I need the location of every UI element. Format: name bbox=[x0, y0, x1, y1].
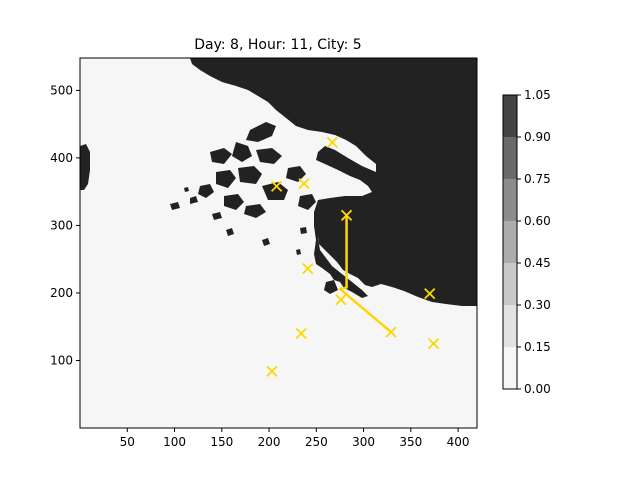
city-marker bbox=[295, 327, 307, 340]
y-axis: 100 200 300 400 500 bbox=[50, 83, 80, 367]
y-tick-label: 500 bbox=[50, 83, 73, 97]
x-tick-label: 300 bbox=[352, 435, 375, 449]
y-tick-label: 200 bbox=[50, 286, 73, 300]
city-marker bbox=[424, 288, 436, 300]
x-tick-label: 100 bbox=[163, 435, 186, 449]
colorbar-tick-label: 0.15 bbox=[524, 340, 551, 354]
colorbar-tick-label: 0.45 bbox=[524, 256, 551, 270]
x-tick-label: 350 bbox=[399, 435, 422, 449]
colorbar-segment bbox=[503, 221, 517, 263]
colorbar-segment bbox=[503, 179, 517, 221]
x-tick-label: 250 bbox=[305, 435, 328, 449]
city-marker bbox=[340, 209, 353, 221]
city-marker bbox=[266, 365, 278, 377]
land-layer bbox=[80, 58, 477, 306]
chart-title: Day: 8, Hour: 11, City: 5 bbox=[194, 37, 361, 53]
landmass-islands bbox=[170, 122, 336, 255]
colorbar-tick-label: 0.00 bbox=[524, 382, 551, 396]
city-marker bbox=[427, 337, 440, 350]
y-tick-label: 100 bbox=[50, 353, 73, 367]
x-tick-label: 400 bbox=[447, 435, 470, 449]
city-marker bbox=[335, 294, 347, 306]
colorbar-segment bbox=[503, 95, 517, 137]
city-marker bbox=[326, 136, 339, 149]
city-marker bbox=[302, 263, 314, 275]
plot-frame bbox=[79, 57, 478, 429]
colorbar-tick-label: 0.75 bbox=[524, 172, 551, 186]
landmass-south-tip bbox=[324, 280, 338, 294]
colorbar-segment bbox=[503, 347, 517, 389]
route-layer bbox=[338, 215, 392, 334]
y-tick-label: 400 bbox=[50, 151, 73, 165]
landmass-peninsula bbox=[314, 200, 368, 298]
colorbar: 0.00 0.15 0.30 0.45 0.60 0.75 0.90 1.05 bbox=[502, 88, 551, 396]
x-tick-label: 150 bbox=[210, 435, 233, 449]
x-tick-label: 200 bbox=[258, 435, 281, 449]
x-axis: 50 100 150 200 250 300 350 400 bbox=[120, 428, 470, 449]
city-marker bbox=[270, 180, 283, 192]
x-tick-label: 50 bbox=[120, 435, 135, 449]
landmass-west-edge bbox=[80, 144, 90, 190]
city-marker bbox=[385, 326, 397, 338]
colorbar-tick-label: 0.90 bbox=[524, 130, 551, 144]
city-markers bbox=[266, 136, 440, 377]
colorbar-segment bbox=[503, 137, 517, 179]
route-line bbox=[338, 215, 392, 334]
plot-area bbox=[79, 57, 478, 429]
colorbar-segment bbox=[503, 263, 517, 305]
landmass-main bbox=[190, 58, 477, 306]
colorbar-tick-label: 1.05 bbox=[524, 88, 551, 102]
colorbar-segment bbox=[503, 305, 517, 347]
city-marker bbox=[298, 177, 310, 190]
y-tick-label: 300 bbox=[50, 218, 73, 232]
colorbar-tick-label: 0.60 bbox=[524, 214, 551, 228]
colorbar-frame bbox=[502, 94, 518, 390]
colorbar-tick-label: 0.30 bbox=[524, 298, 551, 312]
